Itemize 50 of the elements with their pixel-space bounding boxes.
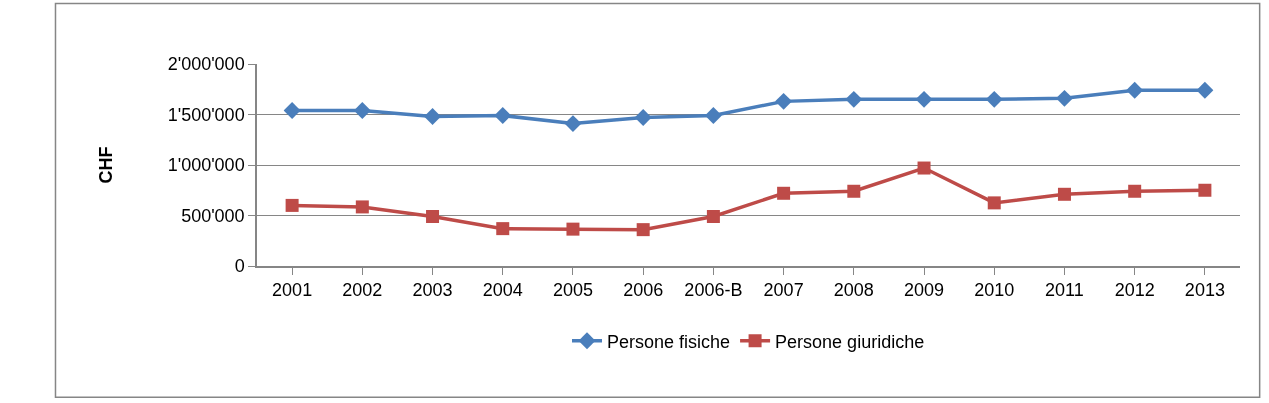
- point: [1128, 184, 1142, 198]
- point: [566, 222, 580, 236]
- point: [355, 200, 369, 214]
- x-tick-label: 2005: [552, 280, 593, 301]
- point: [564, 115, 582, 133]
- y-tick-label: 0: [234, 256, 245, 277]
- point: [915, 90, 933, 108]
- legend-label: Persone fisiche: [607, 331, 731, 352]
- point: [426, 210, 440, 224]
- legend-label: Persone giuridiche: [775, 331, 925, 352]
- point: [496, 222, 510, 236]
- x-tick-label: 2010: [974, 280, 1015, 301]
- x-tick-label: 2012: [1114, 280, 1155, 301]
- point: [704, 107, 722, 124]
- point: [777, 186, 791, 200]
- point: [845, 90, 863, 108]
- x-tick-label: 2002: [342, 280, 383, 301]
- y-tick-label: 1'000'000: [167, 155, 245, 176]
- x-tick-label: 2007: [763, 280, 804, 301]
- y-axis-title: CHF: [96, 146, 117, 184]
- y-tick-label: 2'000'000: [167, 54, 245, 75]
- point: [775, 92, 793, 110]
- x-tick-label: 2011: [1045, 280, 1084, 301]
- x-tick-label: 2006: [623, 280, 664, 301]
- point: [353, 102, 371, 119]
- x-tick-label: 2004: [482, 280, 523, 301]
- point: [634, 109, 652, 126]
- point: [985, 90, 1003, 108]
- y-tick-label: 1'500'000: [167, 104, 245, 125]
- y-tick-label: 500'000: [181, 205, 245, 226]
- x-tick-label: 2009: [904, 280, 945, 301]
- point: [917, 161, 931, 175]
- point: [987, 196, 1001, 210]
- point: [424, 108, 441, 125]
- point: [636, 223, 650, 237]
- x-tick-label: 2001: [272, 280, 313, 301]
- point: [1056, 89, 1073, 107]
- x-tick-label: 2013: [1184, 280, 1225, 301]
- point: [706, 210, 720, 224]
- point: [1057, 187, 1071, 201]
- point: [1196, 81, 1214, 99]
- x-tick-label: 2003: [412, 280, 453, 301]
- point: [285, 198, 299, 212]
- point: [1198, 183, 1212, 197]
- point: [1126, 81, 1144, 99]
- x-tick-label: 2006-B: [684, 280, 743, 301]
- x-tick-label: 2008: [833, 280, 874, 301]
- point: [847, 184, 861, 198]
- point: [283, 102, 301, 119]
- point: [494, 107, 512, 124]
